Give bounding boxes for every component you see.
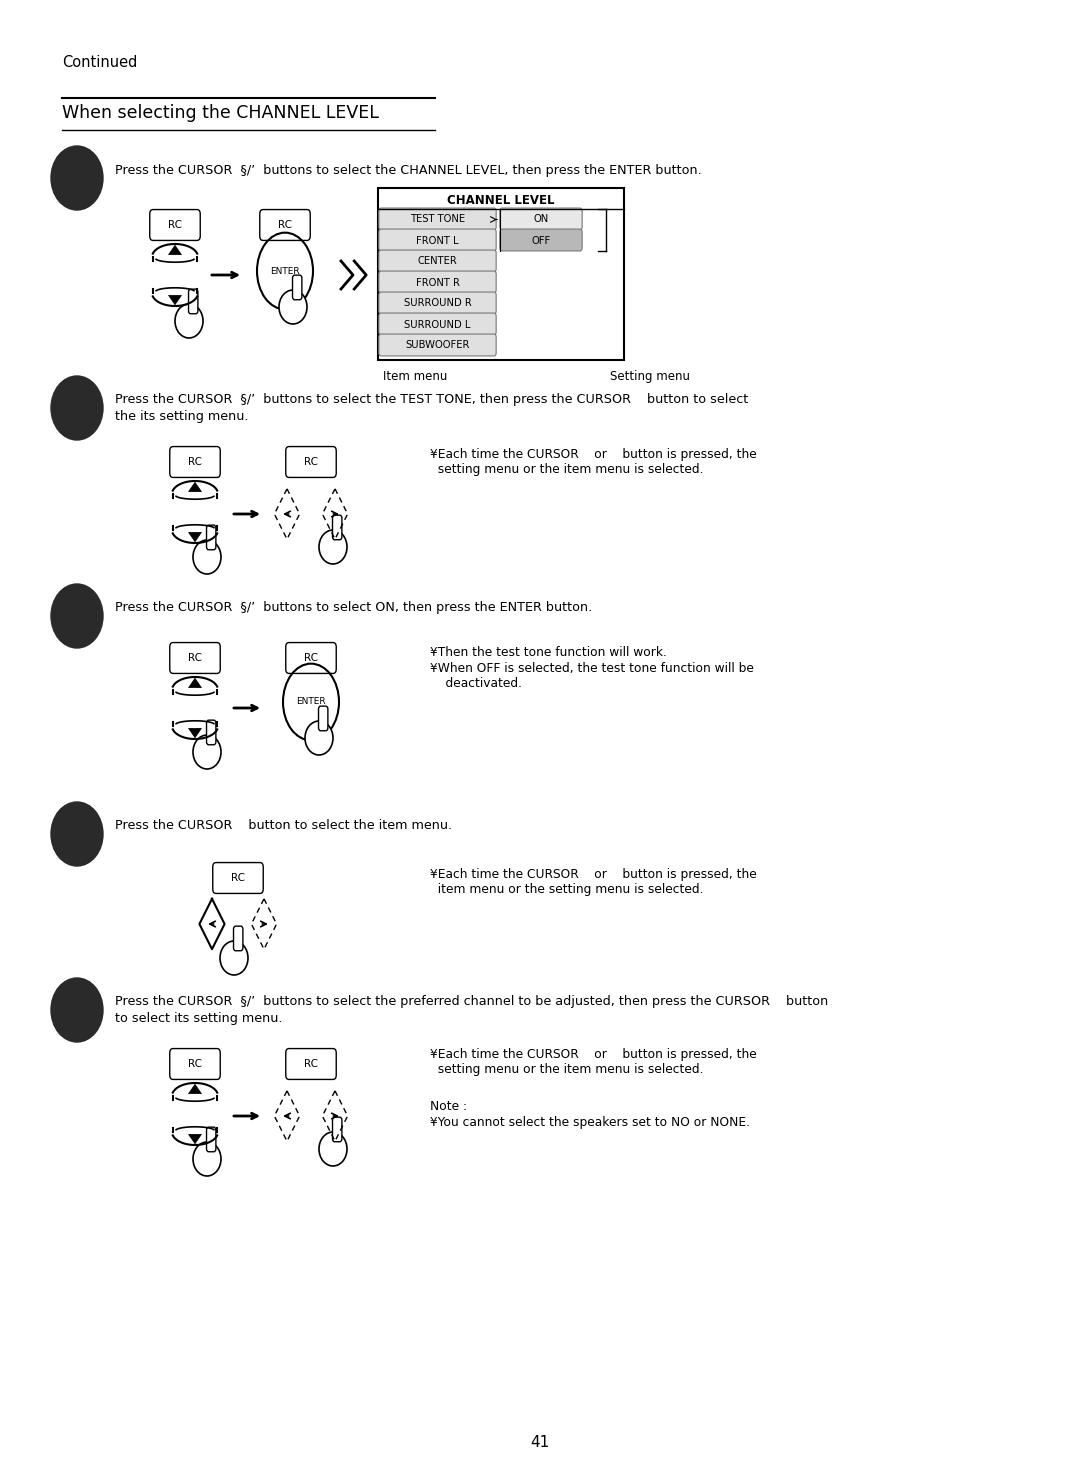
Text: Note :: Note : [430, 1100, 467, 1114]
Ellipse shape [319, 529, 347, 563]
Ellipse shape [319, 1131, 347, 1165]
Text: CENTER: CENTER [418, 256, 457, 266]
FancyBboxPatch shape [333, 1117, 342, 1142]
FancyBboxPatch shape [260, 210, 310, 241]
Text: TEST TONE: TEST TONE [410, 214, 465, 225]
Ellipse shape [175, 305, 203, 339]
Text: ¥When OFF is selected, the test tone function will be
    deactivated.: ¥When OFF is selected, the test tone fun… [430, 663, 754, 691]
Text: When selecting the CHANNEL LEVEL: When selecting the CHANNEL LEVEL [62, 104, 379, 121]
FancyBboxPatch shape [379, 314, 496, 334]
Ellipse shape [193, 1142, 221, 1176]
FancyBboxPatch shape [206, 720, 216, 745]
Polygon shape [189, 532, 202, 541]
Text: Press the CURSOR  §/’  buttons to select the CHANNEL LEVEL, then press the ENTER: Press the CURSOR §/’ buttons to select t… [114, 164, 702, 177]
FancyBboxPatch shape [286, 1049, 336, 1080]
FancyBboxPatch shape [206, 525, 216, 550]
Polygon shape [168, 296, 181, 305]
FancyBboxPatch shape [500, 209, 582, 229]
FancyBboxPatch shape [286, 447, 336, 478]
Text: ON: ON [534, 214, 549, 225]
Text: RC: RC [303, 654, 318, 663]
Text: ¥Each time the CURSOR    or    button is pressed, the
  item menu or the setting: ¥Each time the CURSOR or button is press… [430, 868, 757, 896]
Text: ¥Each time the CURSOR    or    button is pressed, the
  setting menu or the item: ¥Each time the CURSOR or button is press… [430, 448, 757, 476]
FancyBboxPatch shape [379, 334, 496, 356]
FancyBboxPatch shape [379, 250, 496, 272]
Ellipse shape [51, 376, 103, 439]
Text: Press the CURSOR  §/’  buttons to select ON, then press the ENTER button.: Press the CURSOR §/’ buttons to select O… [114, 600, 592, 614]
FancyBboxPatch shape [319, 705, 328, 731]
Ellipse shape [193, 540, 221, 574]
FancyBboxPatch shape [170, 1049, 220, 1080]
FancyBboxPatch shape [213, 862, 264, 893]
FancyBboxPatch shape [150, 210, 200, 241]
Text: FRONT L: FRONT L [416, 235, 459, 246]
Polygon shape [189, 679, 202, 688]
Ellipse shape [51, 146, 103, 210]
Text: SURROUND L: SURROUND L [404, 319, 471, 330]
FancyBboxPatch shape [379, 209, 496, 229]
Ellipse shape [51, 802, 103, 867]
FancyBboxPatch shape [286, 642, 336, 673]
Text: the its setting menu.: the its setting menu. [114, 410, 248, 423]
Text: Press the CURSOR  §/’  buttons to select the TEST TONE, then press the CURSOR   : Press the CURSOR §/’ buttons to select t… [114, 393, 748, 407]
Text: CHANNEL LEVEL: CHANNEL LEVEL [447, 194, 555, 207]
FancyBboxPatch shape [500, 229, 582, 251]
Text: ENTER: ENTER [270, 266, 300, 275]
FancyBboxPatch shape [293, 275, 302, 300]
Polygon shape [189, 1084, 202, 1093]
Text: RC: RC [231, 873, 245, 883]
Ellipse shape [279, 290, 307, 324]
Text: SUBWOOFER: SUBWOOFER [405, 340, 470, 351]
Text: FRONT R: FRONT R [416, 278, 459, 287]
FancyBboxPatch shape [379, 271, 496, 293]
Bar [378, 188, 624, 359]
Text: RC: RC [188, 457, 202, 467]
Text: RC: RC [188, 654, 202, 663]
Text: OFF: OFF [531, 235, 551, 246]
Text: Continued: Continued [62, 55, 137, 70]
Text: RC: RC [278, 220, 292, 231]
Text: Setting menu: Setting menu [610, 370, 690, 383]
Ellipse shape [51, 584, 103, 648]
FancyBboxPatch shape [189, 288, 198, 314]
Text: RC: RC [303, 457, 318, 467]
Text: ¥Then the test tone function will work.: ¥Then the test tone function will work. [430, 646, 666, 660]
Ellipse shape [51, 978, 103, 1043]
Text: RC: RC [188, 1059, 202, 1069]
FancyBboxPatch shape [170, 642, 220, 673]
FancyBboxPatch shape [206, 1127, 216, 1152]
Ellipse shape [220, 941, 248, 975]
Polygon shape [189, 1134, 202, 1143]
Text: ¥Each time the CURSOR    or    button is pressed, the
  setting menu or the item: ¥Each time the CURSOR or button is press… [430, 1049, 757, 1077]
Text: RC: RC [168, 220, 183, 231]
FancyBboxPatch shape [333, 515, 342, 540]
Text: Item menu: Item menu [382, 370, 447, 383]
FancyBboxPatch shape [379, 291, 496, 314]
Ellipse shape [305, 720, 333, 754]
Text: ENTER: ENTER [296, 698, 326, 707]
Text: SURROUND R: SURROUND R [404, 299, 471, 309]
FancyBboxPatch shape [379, 229, 496, 251]
Text: RC: RC [303, 1059, 318, 1069]
Polygon shape [189, 482, 202, 491]
Polygon shape [168, 246, 181, 254]
FancyBboxPatch shape [233, 926, 243, 951]
Text: 41: 41 [530, 1435, 550, 1449]
Text: ¥You cannot select the speakers set to NO or NONE.: ¥You cannot select the speakers set to N… [430, 1117, 750, 1128]
Text: Press the CURSOR    button to select the item menu.: Press the CURSOR button to select the it… [114, 819, 453, 833]
Text: Press the CURSOR  §/’  buttons to select the preferred channel to be adjusted, t: Press the CURSOR §/’ buttons to select t… [114, 995, 828, 1009]
Text: to select its setting menu.: to select its setting menu. [114, 1012, 283, 1025]
Ellipse shape [193, 735, 221, 769]
FancyBboxPatch shape [170, 447, 220, 478]
Polygon shape [189, 728, 202, 738]
